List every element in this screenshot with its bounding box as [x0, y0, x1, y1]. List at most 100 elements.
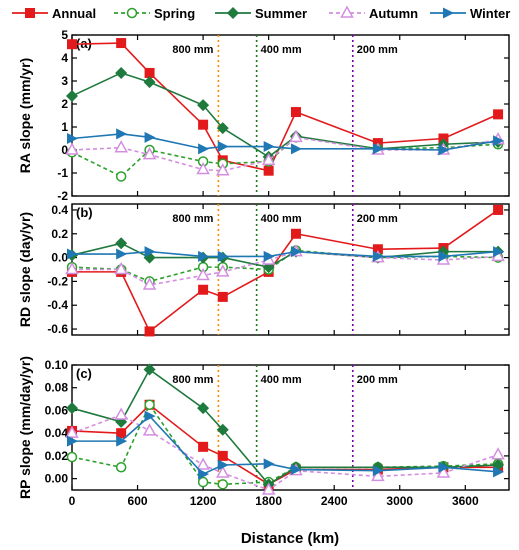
series-line — [71, 242, 499, 268]
x-tick-label: 2400 — [321, 494, 348, 508]
y-tick-label: 4 — [61, 51, 68, 65]
y-tick-label: 0.2 — [51, 227, 68, 241]
series-line — [71, 136, 499, 178]
data-point — [216, 423, 229, 436]
series-annual — [67, 399, 504, 490]
data-point — [142, 423, 157, 436]
y-tick-label: -0.2 — [47, 274, 68, 288]
x-tick-label: 600 — [128, 494, 148, 508]
data-point — [198, 441, 209, 452]
data-point — [263, 165, 274, 176]
legend-item-autumn: Autumn — [329, 5, 418, 21]
data-point — [115, 66, 128, 79]
data-point — [115, 237, 128, 250]
y-tick-label: 0.00 — [45, 472, 69, 486]
data-point — [491, 447, 505, 460]
series-line — [71, 133, 499, 151]
data-point — [116, 248, 128, 260]
data-point — [114, 261, 128, 275]
data-point — [438, 250, 450, 262]
y-tick-label: 2 — [61, 97, 68, 111]
isohyet-label: 400 mm — [261, 374, 302, 386]
data-point — [198, 284, 209, 295]
data-point — [114, 140, 128, 153]
y-tick-label: 0.02 — [45, 449, 69, 463]
data-point — [217, 459, 229, 471]
data-point — [116, 128, 128, 140]
series-line — [72, 209, 499, 333]
panel-label: (b) — [76, 205, 93, 220]
data-point — [196, 457, 210, 470]
data-point — [115, 171, 127, 182]
series-winter — [67, 128, 505, 156]
y-tick-label: -0.4 — [47, 298, 68, 312]
data-point — [261, 152, 276, 166]
data-point — [215, 264, 230, 277]
data-point — [263, 141, 275, 153]
panel-label: (c) — [76, 366, 92, 381]
data-point — [261, 482, 276, 495]
series-line — [71, 403, 499, 486]
data-point — [215, 465, 230, 478]
series-line — [72, 415, 499, 476]
legend-marker — [443, 7, 454, 19]
isohyet-label: 400 mm — [261, 213, 302, 225]
data-point — [198, 250, 210, 262]
data-point — [493, 466, 505, 478]
y-tick-label: -1 — [57, 166, 68, 180]
data-point — [493, 135, 505, 147]
data-point — [197, 476, 209, 488]
y-axis-label: RP slope (mm/day/yr) — [17, 356, 33, 499]
y-tick-label: 0.4 — [51, 203, 68, 217]
x-tick-label: 3600 — [452, 494, 479, 508]
panel-2: -0.6 -0.4 -0.2 0.0 0.2 0.4 (b) RD slope (day/yr… — [17, 203, 510, 337]
y-tick-label: 3 — [61, 74, 68, 88]
data-point — [143, 363, 156, 376]
data-point — [65, 142, 79, 155]
series-line — [71, 414, 499, 491]
y-tick-label: 1 — [61, 120, 68, 134]
data-point — [216, 122, 229, 135]
isohyet-label: 800 mm — [172, 374, 213, 386]
data-point — [116, 435, 128, 447]
data-point — [67, 133, 78, 144]
data-point — [198, 143, 210, 155]
data-point — [217, 141, 229, 153]
series-line — [71, 72, 499, 158]
data-point — [372, 465, 384, 477]
y-tick-label: 0 — [61, 143, 68, 157]
data-point — [116, 38, 127, 49]
data-point — [67, 39, 77, 50]
legend-marker — [25, 8, 35, 18]
isohyet-label: 800 mm — [172, 44, 213, 56]
data-point — [144, 410, 156, 422]
isohyet-label: 200 mm — [357, 213, 398, 225]
data-point — [144, 326, 155, 337]
data-point — [493, 246, 505, 258]
data-point — [144, 67, 155, 78]
data-point — [217, 479, 229, 490]
x-tick-label: 3000 — [386, 494, 413, 508]
y-tick-label: 0.06 — [45, 403, 69, 417]
data-point — [144, 399, 155, 411]
legend-item-summer: Summer — [215, 6, 307, 21]
series-line — [72, 250, 499, 286]
y-tick-label: -0.6 — [47, 322, 68, 336]
data-point — [142, 277, 157, 290]
legend-item-spring: Spring — [114, 6, 195, 21]
x-axis-label: Distance (km) — [241, 530, 339, 547]
x-tick-label: 1200 — [190, 494, 217, 508]
y-axis-label: RA slope (mm/yr) — [17, 58, 33, 173]
legend-item-winter: Winter — [430, 6, 510, 21]
data-point — [215, 163, 230, 176]
series-line — [72, 250, 499, 258]
data-point — [217, 250, 229, 262]
y-tick-label: 0.04 — [45, 426, 69, 440]
data-point — [114, 407, 128, 420]
legend-marker — [340, 5, 354, 18]
data-point — [263, 250, 275, 262]
series-autumn — [65, 129, 505, 176]
data-point — [198, 119, 209, 130]
